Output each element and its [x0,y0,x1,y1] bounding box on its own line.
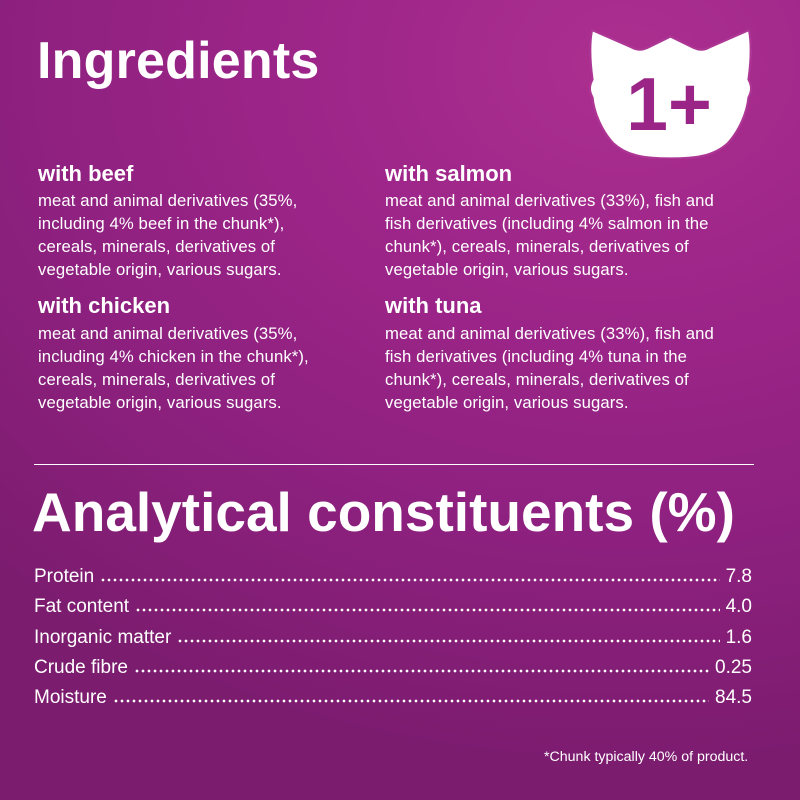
svg-text:1+: 1+ [626,62,712,146]
